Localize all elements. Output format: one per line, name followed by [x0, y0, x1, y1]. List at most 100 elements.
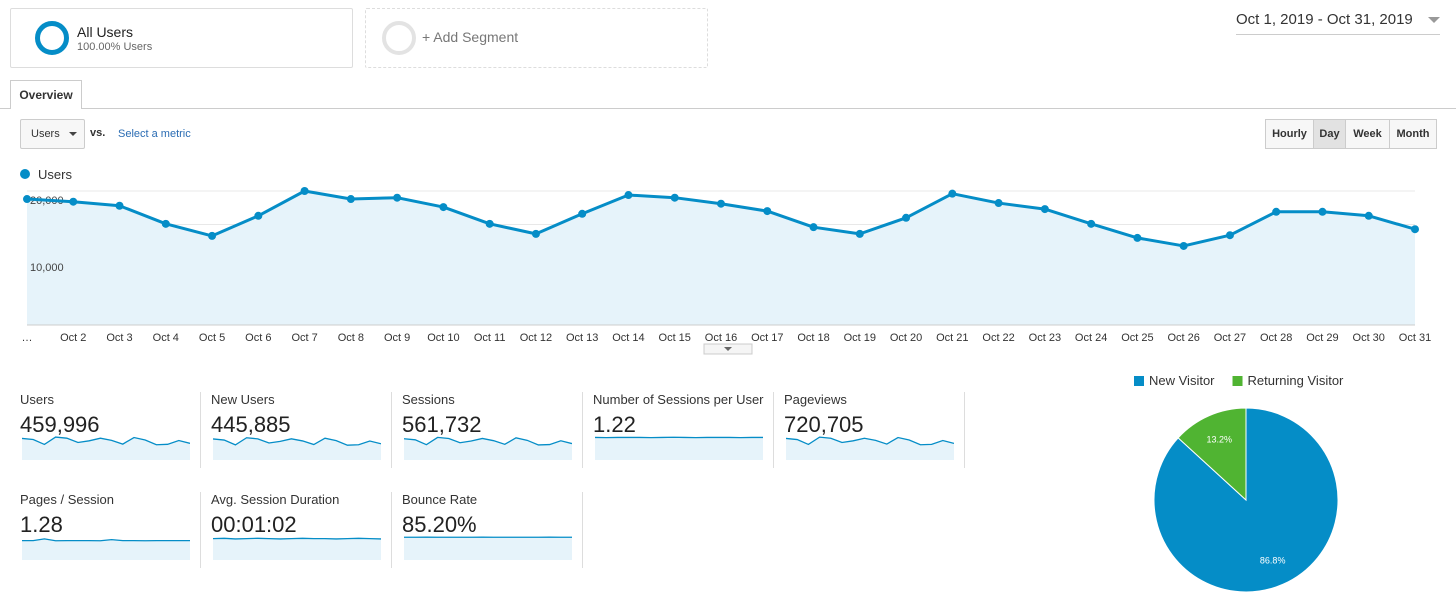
sparkline-area: [22, 437, 190, 460]
x-tick-label: Oct 19: [844, 332, 876, 344]
point: [1040, 205, 1049, 214]
metric-tile: New Users 445,885: [201, 392, 392, 468]
point: [393, 193, 402, 202]
x-tick-label: Oct 9: [384, 332, 410, 344]
metric-tile: Number of Sessions per User 1.22: [583, 392, 774, 468]
x-tick-label: Oct 18: [797, 332, 829, 344]
metric-value: 00:01:02: [211, 512, 297, 537]
x-tick-label: Oct 7: [291, 332, 317, 344]
x-tick-label: Oct 23: [1029, 332, 1061, 344]
date-range-text: Oct 1, 2019 - Oct 31, 2019: [1236, 11, 1413, 28]
sparkline-line: [22, 538, 190, 542]
point: [717, 199, 725, 208]
tab-rule: [0, 108, 1456, 109]
legend-marker: [1134, 376, 1144, 386]
metric-tile: Pages / Session 1.28: [10, 492, 201, 568]
point: [902, 213, 911, 222]
select-metric-link[interactable]: Select a metric: [118, 128, 191, 140]
x-tick-label: Oct 4: [153, 332, 179, 344]
metric-value: 85.20%: [402, 512, 477, 537]
metric-tile: Avg. Session Duration 00:01:02: [201, 492, 392, 568]
x-tick-label: Oct 30: [1353, 332, 1385, 344]
point: [855, 229, 864, 238]
area: [27, 191, 1415, 325]
x-tick-label: Oct 26: [1167, 332, 1199, 344]
add-segment-label: + Add Segment: [422, 29, 519, 45]
x-tick-label: Oct 29: [1306, 332, 1338, 344]
sparkline-area: [404, 537, 572, 560]
metric-label: Pageviews: [784, 392, 847, 407]
x-tick-label: Oct 13: [566, 332, 598, 344]
point: [69, 197, 78, 206]
metric-value: 720,705: [784, 412, 864, 437]
metric-tile: Sessions 561,732: [392, 392, 583, 468]
metric-tile: Users 459,996: [10, 392, 201, 468]
metric-value: 561,732: [402, 412, 482, 437]
date-range[interactable]: Oct 1, 2019 - Oct 31, 2019: [1236, 8, 1440, 35]
sparkline-area: [786, 437, 954, 460]
legend-marker: [20, 169, 30, 179]
metric-label: Number of Sessions per User: [593, 392, 764, 407]
segment-card[interactable]: All Users 100.00% Users: [10, 8, 353, 68]
point: [1272, 207, 1281, 216]
metric-tile: Pageviews 720,705: [774, 392, 965, 468]
x-tick-label: Oct 17: [751, 332, 783, 344]
legend-marker: [1232, 376, 1243, 386]
point: [439, 203, 448, 212]
x-tick-label: Oct 10: [427, 332, 459, 344]
point: [346, 195, 355, 204]
point: [1318, 207, 1327, 216]
point: [1364, 211, 1373, 220]
metric-value: 1.28: [20, 512, 63, 537]
metric-value: 459,996: [20, 412, 100, 437]
metric-label: New Users: [211, 392, 275, 407]
metric-label: Users: [20, 392, 54, 407]
granularity-button[interactable]: Day: [1313, 119, 1346, 149]
point: [115, 201, 124, 210]
segment-ring: [35, 21, 69, 55]
x-tick-label: Oct 31: [1399, 332, 1431, 344]
granularity-button[interactable]: Hourly: [1265, 119, 1314, 149]
metric-label: Avg. Session Duration: [211, 492, 340, 507]
point: [763, 207, 772, 216]
legend-label: New Visitor: [1149, 373, 1215, 388]
sparkline: [22, 436, 190, 460]
x-tick-label: Oct 27: [1214, 332, 1246, 344]
pie-label: 13.2%: [1207, 434, 1233, 444]
sparkline-line: [404, 436, 572, 446]
metric-dropdown[interactable]: Users: [20, 119, 85, 149]
pie-chart: New Visitor Returning Visitor 86.8% 13.2%: [1134, 373, 1345, 593]
pie-slice: [1177, 407, 1247, 502]
x-tick-label: Oct 12: [520, 332, 552, 344]
x-tick-label: Oct 5: [199, 332, 225, 344]
sparkline-area: [22, 538, 190, 560]
x-tick-label: Oct 15: [659, 332, 691, 344]
legend-label: Returning Visitor: [1248, 373, 1345, 388]
x-tick-label: Oct 6: [245, 332, 271, 344]
vs-label: vs.: [90, 127, 106, 139]
sparkline-line: [213, 437, 381, 446]
sparkline-area: [213, 538, 381, 560]
dropdown-arrow: [69, 132, 77, 136]
segment-detail: 100.00% Users: [77, 41, 153, 53]
sparkline: [595, 436, 763, 460]
x-tick-label: …: [22, 332, 33, 344]
point: [23, 195, 31, 204]
sparkline: [22, 538, 190, 560]
x-tick-label: Oct 16: [705, 332, 737, 344]
point: [948, 189, 957, 198]
x-tick-label: Oct 21: [936, 332, 968, 344]
toggle-arrow: [724, 347, 732, 351]
sparkline: [404, 536, 572, 560]
granularity-button[interactable]: Month: [1389, 119, 1437, 149]
sparkline: [404, 436, 572, 460]
point: [1411, 225, 1419, 234]
sparkline-line: [786, 436, 954, 446]
granularity-button[interactable]: Week: [1345, 119, 1390, 149]
x-tick-label: Oct 28: [1260, 332, 1292, 344]
pie-label: 86.8%: [1260, 556, 1286, 566]
tab[interactable]: Overview: [10, 80, 82, 109]
add-segment[interactable]: + Add Segment: [365, 8, 708, 68]
